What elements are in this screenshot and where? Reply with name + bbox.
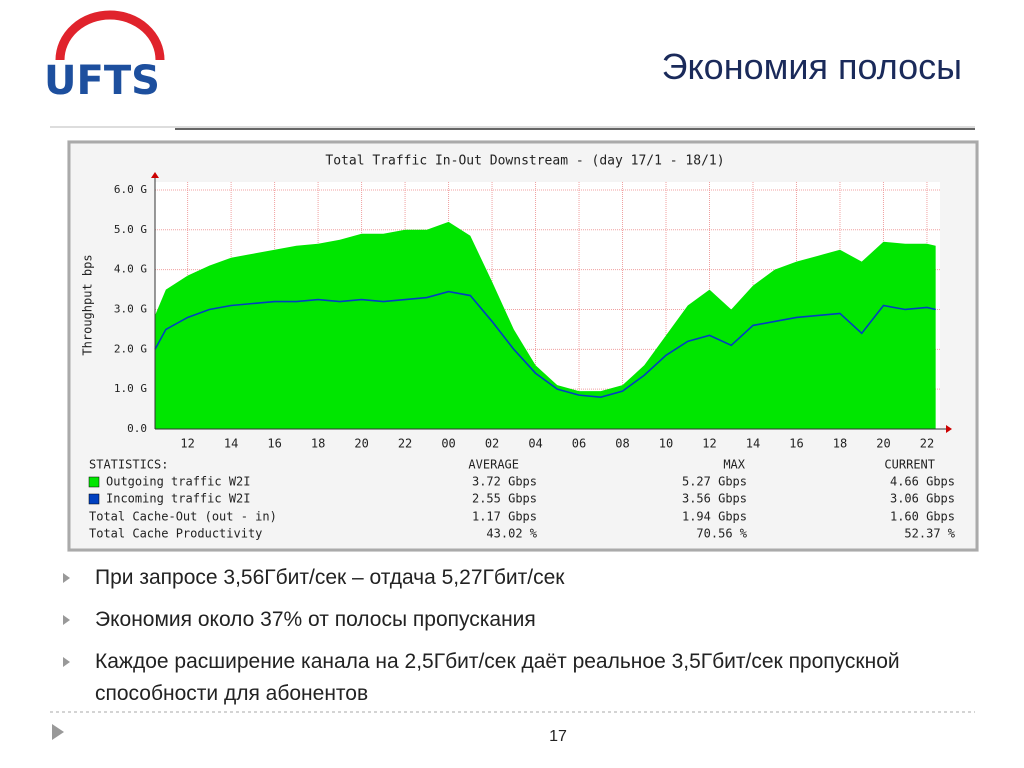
- x-tick-label: 22: [398, 437, 412, 451]
- line: [154, 290, 936, 398]
- y-tick-label: 3.0 G: [114, 302, 147, 315]
- axis-arrow: [151, 172, 159, 178]
- x-tick-label: 20: [354, 437, 368, 451]
- stats-header: CURRENT: [884, 458, 935, 472]
- legend-label: Outgoing traffic W2I: [106, 475, 251, 489]
- x-tick-label: 06: [572, 437, 586, 451]
- x-tick-label: 08: [615, 437, 629, 451]
- x-tick-label: 14: [746, 437, 760, 451]
- stats-value: 5.27 Gbps: [682, 475, 747, 489]
- stats-value: 3.72 Gbps: [472, 475, 537, 489]
- area: [155, 221, 936, 429]
- x-tick-label: 14: [224, 437, 238, 451]
- stats-header: MAX: [723, 458, 745, 472]
- x-tick-label: 12: [180, 437, 194, 451]
- stats-header: AVERAGE: [468, 458, 519, 472]
- x-tick-label: 16: [789, 437, 803, 451]
- chart-border: [67, 140, 979, 552]
- stats-header: STATISTICS:: [89, 458, 168, 472]
- axis-arrow: [946, 425, 952, 433]
- legend-label: Incoming traffic W2I: [106, 492, 251, 506]
- bullet: При запросе 3,56Гбит/сек – отдача 5,27Гб…: [60, 562, 920, 594]
- logo-arc: [55, 10, 165, 61]
- legend-swatch: [88, 493, 100, 505]
- stats-value: 43.02 %: [486, 527, 537, 541]
- chart-title: Total Traffic In-Out Downstream - (day 1…: [325, 154, 724, 169]
- x-tick-label: 22: [920, 437, 934, 451]
- stats-value: 4.66 Gbps: [890, 475, 955, 489]
- chart: Total Traffic In-Out Downstream - (day 1…: [67, 140, 979, 552]
- x-tick-label: 10: [659, 437, 673, 451]
- y-axis-label: Throughput bps: [81, 254, 95, 355]
- y-tick-label: 6.0 G: [114, 183, 147, 196]
- stats-value: 1.17 Gbps: [472, 510, 537, 524]
- stats-value: 3.56 Gbps: [682, 492, 747, 506]
- bullet: Каждое расширение канала на 2,5Гбит/сек …: [60, 646, 920, 710]
- legend-swatch: [88, 476, 100, 488]
- x-tick-label: 16: [267, 437, 281, 451]
- stats-value: 2.55 Gbps: [472, 492, 537, 506]
- stats-value: 70.56 %: [696, 527, 747, 541]
- slide-title: Экономия полосы: [661, 46, 962, 87]
- x-tick-label: 02: [485, 437, 499, 451]
- y-tick-label: 5.0 G: [114, 223, 147, 236]
- stats-label: Total Cache-Out (out - in): [89, 510, 277, 524]
- y-tick-label: 1.0 G: [114, 382, 147, 395]
- y-tick-label: 2.0 G: [114, 342, 147, 355]
- logo: UFTS: [44, 58, 160, 104]
- x-tick-label: 20: [876, 437, 890, 451]
- stats-value: 1.60 Gbps: [890, 510, 955, 524]
- stats-value: 1.94 Gbps: [682, 510, 747, 524]
- x-tick-label: 00: [441, 437, 455, 451]
- x-tick-label: 04: [528, 437, 542, 451]
- y-tick-label: 4.0 G: [114, 263, 147, 276]
- x-tick-label: 18: [833, 437, 847, 451]
- x-tick-label: 12: [702, 437, 716, 451]
- bullets: При запросе 3,56Гбит/сек – отдача 5,27Гб…: [60, 562, 920, 720]
- marker: [52, 724, 64, 740]
- y-tick-label: 0.0: [127, 422, 147, 435]
- page-number: 17: [549, 728, 567, 745]
- stats-value: 52.37 %: [904, 527, 955, 541]
- bullet: Экономия около 37% от полосы пропускания: [60, 604, 920, 636]
- stats-label: Total Cache Productivity: [89, 527, 262, 541]
- x-tick-label: 18: [311, 437, 325, 451]
- stats-value: 3.06 Gbps: [890, 492, 955, 506]
